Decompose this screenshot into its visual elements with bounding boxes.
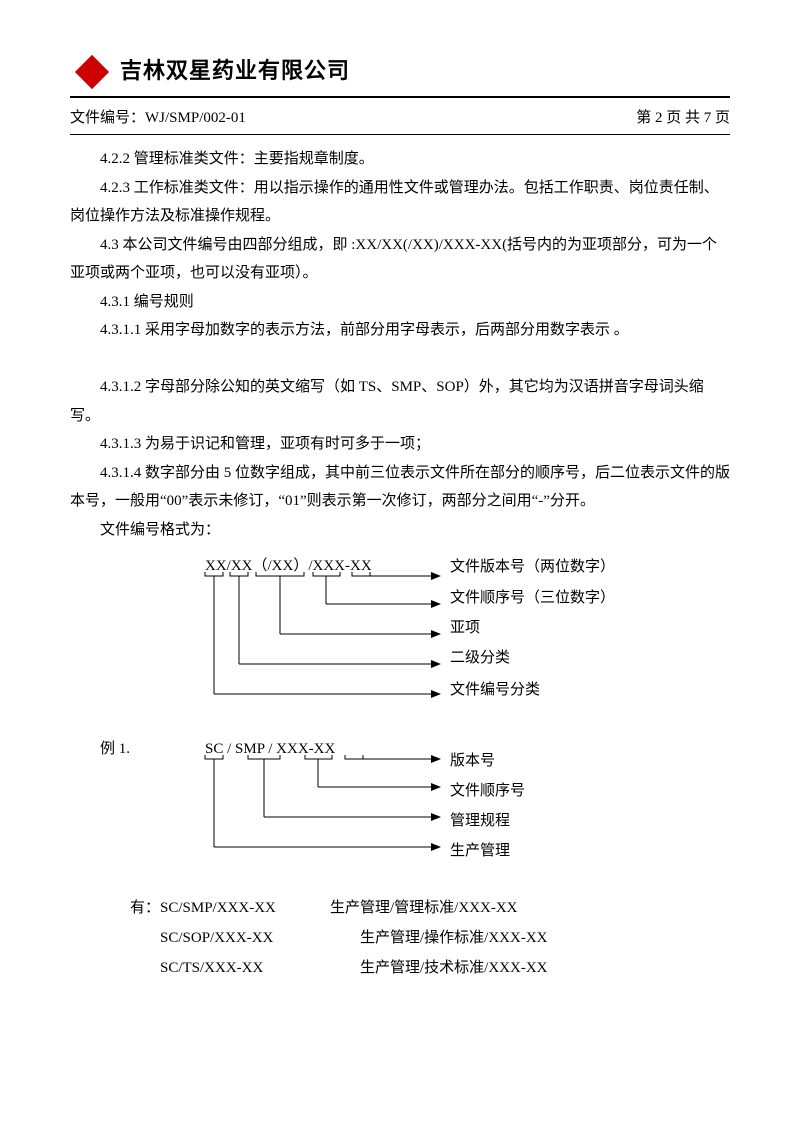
example-code: SC/SOP/XXX-XX [160, 930, 273, 946]
example-desc: 生产管理/管理标准/XXX-XX [330, 893, 518, 923]
blank-line [70, 345, 730, 374]
diagram1-label: 文件编号分类 [450, 676, 540, 705]
paragraph: 4.3 本公司文件编号由四部分组成，即 :XX/XX(/XX)/XXX-XX(括… [70, 231, 730, 288]
doc-number: 文件编号：WJ/SMP/002-01 [70, 104, 246, 133]
examples-label: 有： [130, 900, 160, 916]
diagram2-label: 文件顺序号 [450, 777, 525, 806]
page-info: 第 2 页 共 7 页 [636, 104, 730, 133]
paragraph: 4.2.2 管理标准类文件：主要指规章制度。 [70, 145, 730, 174]
doc-meta-row: 文件编号：WJ/SMP/002-01 第 2 页 共 7 页 [70, 104, 730, 133]
page-header: 吉林双星药业有限公司 [70, 50, 730, 92]
header-rule [70, 96, 730, 98]
diagram1-label: 二级分类 [450, 644, 510, 673]
example-desc: 生产管理/技术标准/XXX-XX [360, 953, 548, 983]
paragraph: 4.3.1 编号规则 [70, 288, 730, 317]
numbering-diagram-2: 例 1. SC / SMP / XXX-XX [70, 735, 730, 885]
numbering-diagram-1: XX/XX（/XX）/XXX-XX [70, 552, 730, 727]
paragraph: 4.3.1.4 数字部分由 5 位数字组成，其中前三位表示文件所在部分的顺序号，… [70, 459, 730, 516]
meta-rule [70, 134, 730, 135]
example-code: SC/SMP/XXX-XX [160, 900, 276, 916]
company-logo-icon [70, 56, 112, 86]
diagram2-label: 版本号 [450, 747, 495, 776]
company-name: 吉林双星药业有限公司 [120, 50, 350, 92]
examples-block: 有：SC/SMP/XXX-XX 生产管理/管理标准/XXX-XX SC/SOP/… [70, 893, 730, 983]
diagram2-label: 管理规程 [450, 807, 510, 836]
diagram1-label: 亚项 [450, 614, 480, 643]
paragraph: 4.3.1.3 为易于识记和管理，亚项有时可多于一项； [70, 430, 730, 459]
diagram2-label: 生产管理 [450, 837, 510, 866]
paragraph: 文件编号格式为： [70, 516, 730, 545]
diagram1-label: 文件版本号（两位数字） [450, 553, 615, 582]
example-code: SC/TS/XXX-XX [160, 960, 263, 976]
paragraph: 4.3.1.2 字母部分除公知的英文缩写（如 TS、SMP、SOP）外，其它均为… [70, 373, 730, 430]
paragraph: 4.3.1.1 采用字母加数字的表示方法，前部分用字母表示，后两部分用数字表示 … [70, 316, 730, 345]
paragraph: 4.2.3 工作标准类文件：用以指示操作的通用性文件或管理办法。包括工作职责、岗… [70, 174, 730, 231]
diagram1-label: 文件顺序号（三位数字） [450, 584, 615, 613]
example-desc: 生产管理/操作标准/XXX-XX [360, 923, 548, 953]
